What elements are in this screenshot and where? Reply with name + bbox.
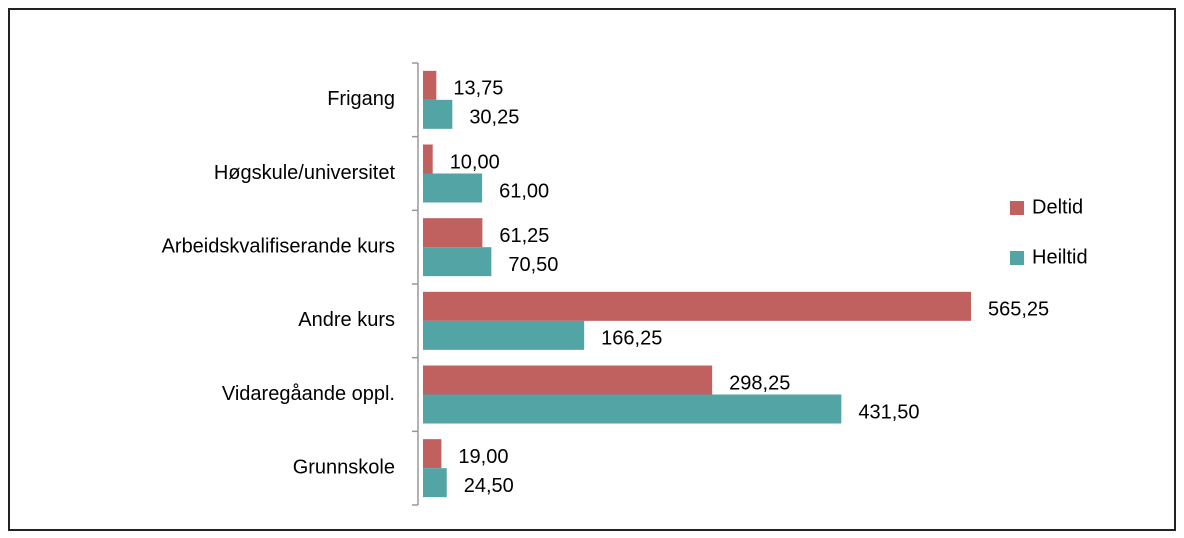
value-label: 10,00 <box>450 151 500 173</box>
value-label: 61,00 <box>499 180 549 202</box>
y-tick-label: Vidaregåande oppl. <box>222 383 395 405</box>
frame <box>8 8 1176 531</box>
value-label: 565,25 <box>988 299 1049 321</box>
bar <box>423 218 483 248</box>
bar <box>423 439 442 469</box>
bar <box>423 99 453 129</box>
value-label: 24,50 <box>464 475 514 497</box>
value-label: 70,50 <box>508 254 558 276</box>
legend-label: Deltid <box>1032 196 1083 218</box>
legend-swatch <box>1010 201 1024 215</box>
value-label: 298,25 <box>729 372 790 394</box>
bar <box>423 320 585 350</box>
bar <box>423 291 971 321</box>
value-label: 166,25 <box>601 328 662 350</box>
y-tick-label: Høgskule/universitet <box>214 162 396 184</box>
value-label: 431,50 <box>858 401 919 423</box>
legend-label: Heiltid <box>1032 246 1088 268</box>
value-label: 30,25 <box>469 107 519 129</box>
bar <box>423 173 483 203</box>
value-label: 19,00 <box>458 446 508 468</box>
bar <box>423 468 447 498</box>
bar <box>423 144 433 174</box>
bar <box>423 247 492 277</box>
y-tick-label: Frigang <box>327 88 395 110</box>
y-tick-label: Grunnskole <box>293 456 395 478</box>
legend-swatch <box>1010 251 1024 265</box>
bar <box>423 70 437 100</box>
value-label: 61,25 <box>499 225 549 247</box>
y-tick-label: Arbeidskvalifiserande kurs <box>162 235 395 257</box>
y-tick-label: Andre kurs <box>298 309 395 331</box>
value-label: 13,75 <box>453 78 503 100</box>
bar <box>423 394 842 424</box>
bar <box>423 365 713 395</box>
